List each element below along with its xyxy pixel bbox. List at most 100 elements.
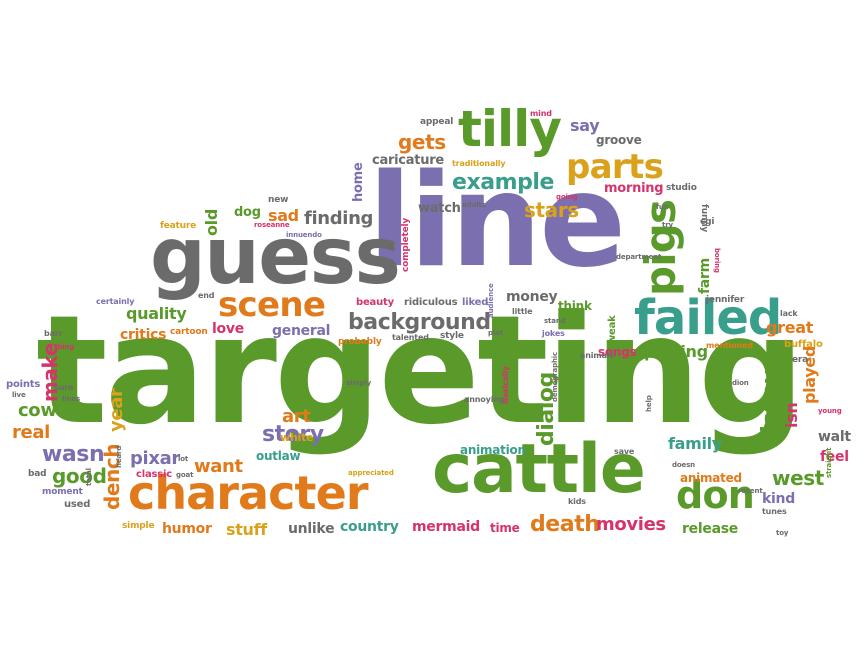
word-roseanne: roseanne [254,221,290,229]
word-boring: boring [713,248,721,273]
word-straight: straight [825,447,833,478]
word-end: end [198,291,215,300]
word-innuendo: innuendo [286,231,322,239]
word-disney: disney [758,369,783,448]
word-new: new [268,195,289,205]
word-lot: lot [178,455,189,463]
word-make: make [38,342,62,402]
word-points: points [6,379,41,390]
word-old: old [202,209,221,236]
word-outlaw: outlaw [256,449,301,463]
word-background: background [348,310,491,335]
word-demographic: demographic [551,351,559,402]
word-home: home [351,162,366,202]
word-money: money [506,289,558,305]
word-dion: dion [732,379,749,387]
word-audience: audience [487,283,495,318]
word-love: love [212,321,244,337]
word-young: young [818,407,842,415]
word-critics: critics [120,327,167,343]
word-feature: feature [160,221,197,231]
word-failed: failed [634,290,782,346]
word-cow: cow [18,400,57,421]
word-stuff: stuff [226,520,267,539]
word-weak: weak [607,315,618,344]
word-time: time [490,521,520,535]
word-death: death [530,512,600,537]
word-simple: simple [122,521,155,531]
word-lines: lines [62,395,80,403]
word-guess: guess [150,212,401,302]
word-department: department [616,253,662,261]
word-heard: heard [115,445,123,468]
word-moment: moment [42,487,83,497]
word-goat: goat [176,471,194,479]
word-try: try [662,221,673,229]
word-adults: adults [462,201,486,209]
word-annoying: annoying [464,395,505,404]
word-morning: morning [604,181,664,196]
word-bad: bad [28,469,47,479]
word-live: live [12,391,26,399]
word-talented: talented [392,333,429,342]
word-doesn: doesn [672,461,696,469]
word-art: art [282,406,311,427]
word-great: great [766,318,814,337]
word-appreciated: appreciated [348,469,394,477]
word-isn: isn [782,402,801,428]
word-tilly: tilly [458,100,562,158]
word-caricature: caricature [372,153,444,168]
word-say: say [570,116,600,135]
word-country: country [340,519,399,535]
word-used: used [64,499,91,510]
word-cgi: cgi [700,217,715,227]
word-west: west [772,466,824,490]
word-animated: animated [680,471,742,485]
word-sure: sure [54,383,74,392]
word-traditionally: traditionally [452,159,506,168]
word-total: total [85,468,93,486]
word-quality: quality [126,304,187,323]
word-unlike: unlike [288,521,335,537]
word-tunes: tunes [762,507,787,516]
word-barr: barr [44,329,63,338]
word-parts: parts [566,147,664,187]
word-real: real [12,422,50,443]
word-era: era [792,355,809,365]
word-little: little [512,307,533,316]
word-watch: watch [418,201,461,216]
word-animation: animation [460,443,526,457]
word-wasn: wasn [42,442,105,467]
word-release: release [682,521,739,537]
word-dog: dog [234,205,261,220]
word-cartoon: cartoon [170,327,208,337]
word-farm: farm [697,258,713,294]
word-playing: playing [644,342,708,361]
word-pigs: pigs [636,199,685,296]
word-example: example [452,170,555,195]
word-songs: songs [598,345,637,359]
word-stars: stars [524,198,579,222]
word-feel: feel [820,449,849,465]
word-style: style [440,331,464,341]
word-mind: mind [530,109,552,118]
word-think: think [558,299,592,313]
word-kind: kind [762,491,795,507]
word-toy: toy [776,529,789,537]
word-buffalo: buffalo [784,339,823,350]
word-simply: simply [346,379,371,387]
word-classic: classic [136,469,172,480]
word-family: family [668,434,722,453]
word-fun: fun [656,203,669,211]
word-year: year [106,388,127,432]
word-scene: scene [218,285,326,325]
word-general: general [272,323,331,339]
word-jokes: jokes [542,329,565,338]
word-save: save [614,447,635,456]
word-ridiculous: ridiculous [404,297,458,308]
word-humor: humor [162,521,212,537]
word-probably: probably [338,337,382,347]
word-white: white [280,431,314,444]
word-story: story [262,422,324,447]
